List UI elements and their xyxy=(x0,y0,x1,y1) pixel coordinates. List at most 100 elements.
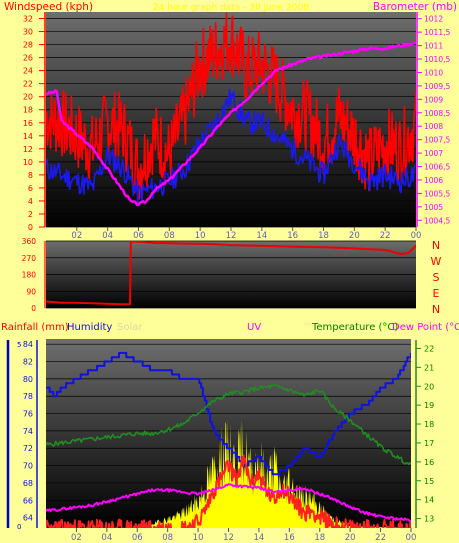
windspeed-tick-label: 4 xyxy=(28,197,33,206)
time-tick-label: 00 xyxy=(411,231,422,241)
time-tick-label: 16 xyxy=(284,533,295,543)
humidity-time-axis: 02 04 06 08 10 12 14 16 18 20 22 00 xyxy=(71,528,416,543)
humidity-tick-label: 80 xyxy=(23,375,33,384)
barometer-tick-label: 1005,5 xyxy=(424,189,450,198)
direction-gridlines xyxy=(46,240,416,309)
humidity-tick-label: 82 xyxy=(23,358,33,367)
time-tick-label: 08 xyxy=(162,533,173,543)
barometer-tick-label: 1007,5 xyxy=(424,136,450,145)
time-tick-label: 18 xyxy=(318,231,329,241)
time-tick-label: 14 xyxy=(256,231,267,241)
time-tick-label: 00 xyxy=(406,533,417,543)
time-tick-label: 02 xyxy=(71,533,82,543)
time-tick-label: 02 xyxy=(71,231,82,241)
temperature-tick-label: 13 xyxy=(424,515,434,524)
rainfall-label: Rainfall (mm) xyxy=(1,322,69,333)
compass-label: E xyxy=(433,287,440,300)
humidity-label: Humidity xyxy=(67,322,112,333)
humidity-tick-label: 66 xyxy=(23,496,33,505)
compass-label: S xyxy=(433,271,440,284)
temperature-tick-label: 20 xyxy=(424,382,434,391)
barometer-tick-label: 1006 xyxy=(424,176,443,185)
windspeed-tick-label: 20 xyxy=(23,93,33,102)
humidity-tick-label: 72 xyxy=(23,444,33,453)
direction-tick-label: 90 xyxy=(26,287,36,296)
temperature-tick-label: 22 xyxy=(424,344,434,353)
uv-label: UV xyxy=(247,322,261,333)
windspeed-tick-label: 28 xyxy=(23,41,33,50)
humidity-axis: 64 66 68 70 72 74 76 78 80 82 84 xyxy=(23,340,33,522)
humidity-tick-label: 70 xyxy=(23,462,33,471)
barometer-tick-label: 1010,5 xyxy=(424,55,450,64)
windspeed-tick-label: 2 xyxy=(28,210,33,219)
barometer-axis-label: Barometer (mb) xyxy=(373,1,457,13)
humidity-tick-label: 74 xyxy=(23,427,33,436)
temperature-axis: 13 14 15 16 17 18 19 20 21 22 xyxy=(416,344,434,524)
windspeed-tick-label: 8 xyxy=(28,171,33,180)
barometer-tick-label: 1009,5 xyxy=(424,82,450,91)
windspeed-axis-label: Windspeed (kph) xyxy=(4,1,93,13)
compass-label: N xyxy=(432,239,440,252)
windspeed-tick-label: 14 xyxy=(23,132,33,141)
barometer-tick-label: 1009 xyxy=(424,95,443,104)
time-tick-label: 12 xyxy=(223,533,234,543)
windspeed-tick-label: 10 xyxy=(23,158,33,167)
compass-label: N xyxy=(432,303,440,316)
dew-point-label: Dew Point (°C) xyxy=(392,322,459,333)
windspeed-tick-label: 30 xyxy=(23,28,33,37)
barometer-axis: 1004,5 1005 1005,5 1006 1006,5 1007 1007,5 1008… xyxy=(417,15,450,225)
windspeed-tick-label: 16 xyxy=(23,119,33,128)
windspeed-tick-label: 18 xyxy=(23,106,33,115)
time-tick-label: 14 xyxy=(254,533,265,543)
humidity-tick-label: 76 xyxy=(23,410,33,419)
humidity-tick-label: 84 xyxy=(23,340,33,349)
barometer-tick-label: 1012 xyxy=(424,15,443,24)
time-tick-label: 08 xyxy=(164,231,175,241)
barometer-tick-label: 1006,5 xyxy=(424,163,450,172)
time-tick-label: 18 xyxy=(314,533,325,543)
barometer-tick-label: 1011,5 xyxy=(424,28,450,37)
barometer-tick-label: 1005 xyxy=(424,203,443,212)
temperature-tick-label: 14 xyxy=(424,496,434,505)
direction-degree-axis: 0 90 180 270 360 xyxy=(22,237,37,313)
direction-tick-label: 270 xyxy=(22,254,37,263)
barometer-tick-label: 1007 xyxy=(424,149,443,158)
barometer-tick-label: 1008,5 xyxy=(424,109,450,118)
barometer-tick-label: 1004,5 xyxy=(424,216,450,225)
compass-label: W xyxy=(431,255,442,268)
temperature-tick-label: 15 xyxy=(424,477,434,486)
temperature-tick-label: 16 xyxy=(424,458,434,467)
humidity-series xyxy=(46,351,411,476)
time-tick-label: 20 xyxy=(345,533,356,543)
humidity-tick-label: 64 xyxy=(23,514,33,523)
barometer-tick-label: 1011 xyxy=(424,42,443,51)
windspeed-tick-label: 26 xyxy=(23,54,33,63)
windspeed-tick-label: 22 xyxy=(23,80,33,89)
barometer-tick-label: 1008 xyxy=(424,122,443,131)
dew-point-series xyxy=(46,483,411,523)
time-tick-label: 22 xyxy=(375,533,386,543)
temperature-tick-label: 17 xyxy=(424,439,434,448)
time-tick-label: 12 xyxy=(226,231,237,241)
solar-label: Solar xyxy=(117,322,143,333)
windspeed-tick-label: 12 xyxy=(23,145,33,154)
uv-series xyxy=(46,454,411,528)
time-tick-label: 06 xyxy=(133,231,144,241)
windspeed-tick-label: 0 xyxy=(28,223,33,232)
wind-direction-series xyxy=(46,241,416,306)
temperature-tick-label: 19 xyxy=(424,401,434,410)
time-tick-label: 06 xyxy=(132,533,143,543)
direction-tick-label: 180 xyxy=(22,271,37,280)
time-tick-label: 20 xyxy=(349,231,360,241)
temperature-series xyxy=(46,384,411,466)
temperature-label: Temperature (°C) xyxy=(311,322,398,333)
rainfall-axis: 05 xyxy=(17,341,21,531)
temperature-tick-label: 21 xyxy=(424,363,434,372)
humidity-tick-label: 68 xyxy=(23,479,33,488)
humidity-tick-label: 78 xyxy=(23,392,33,401)
direction-tick-label: 0 xyxy=(31,304,36,313)
